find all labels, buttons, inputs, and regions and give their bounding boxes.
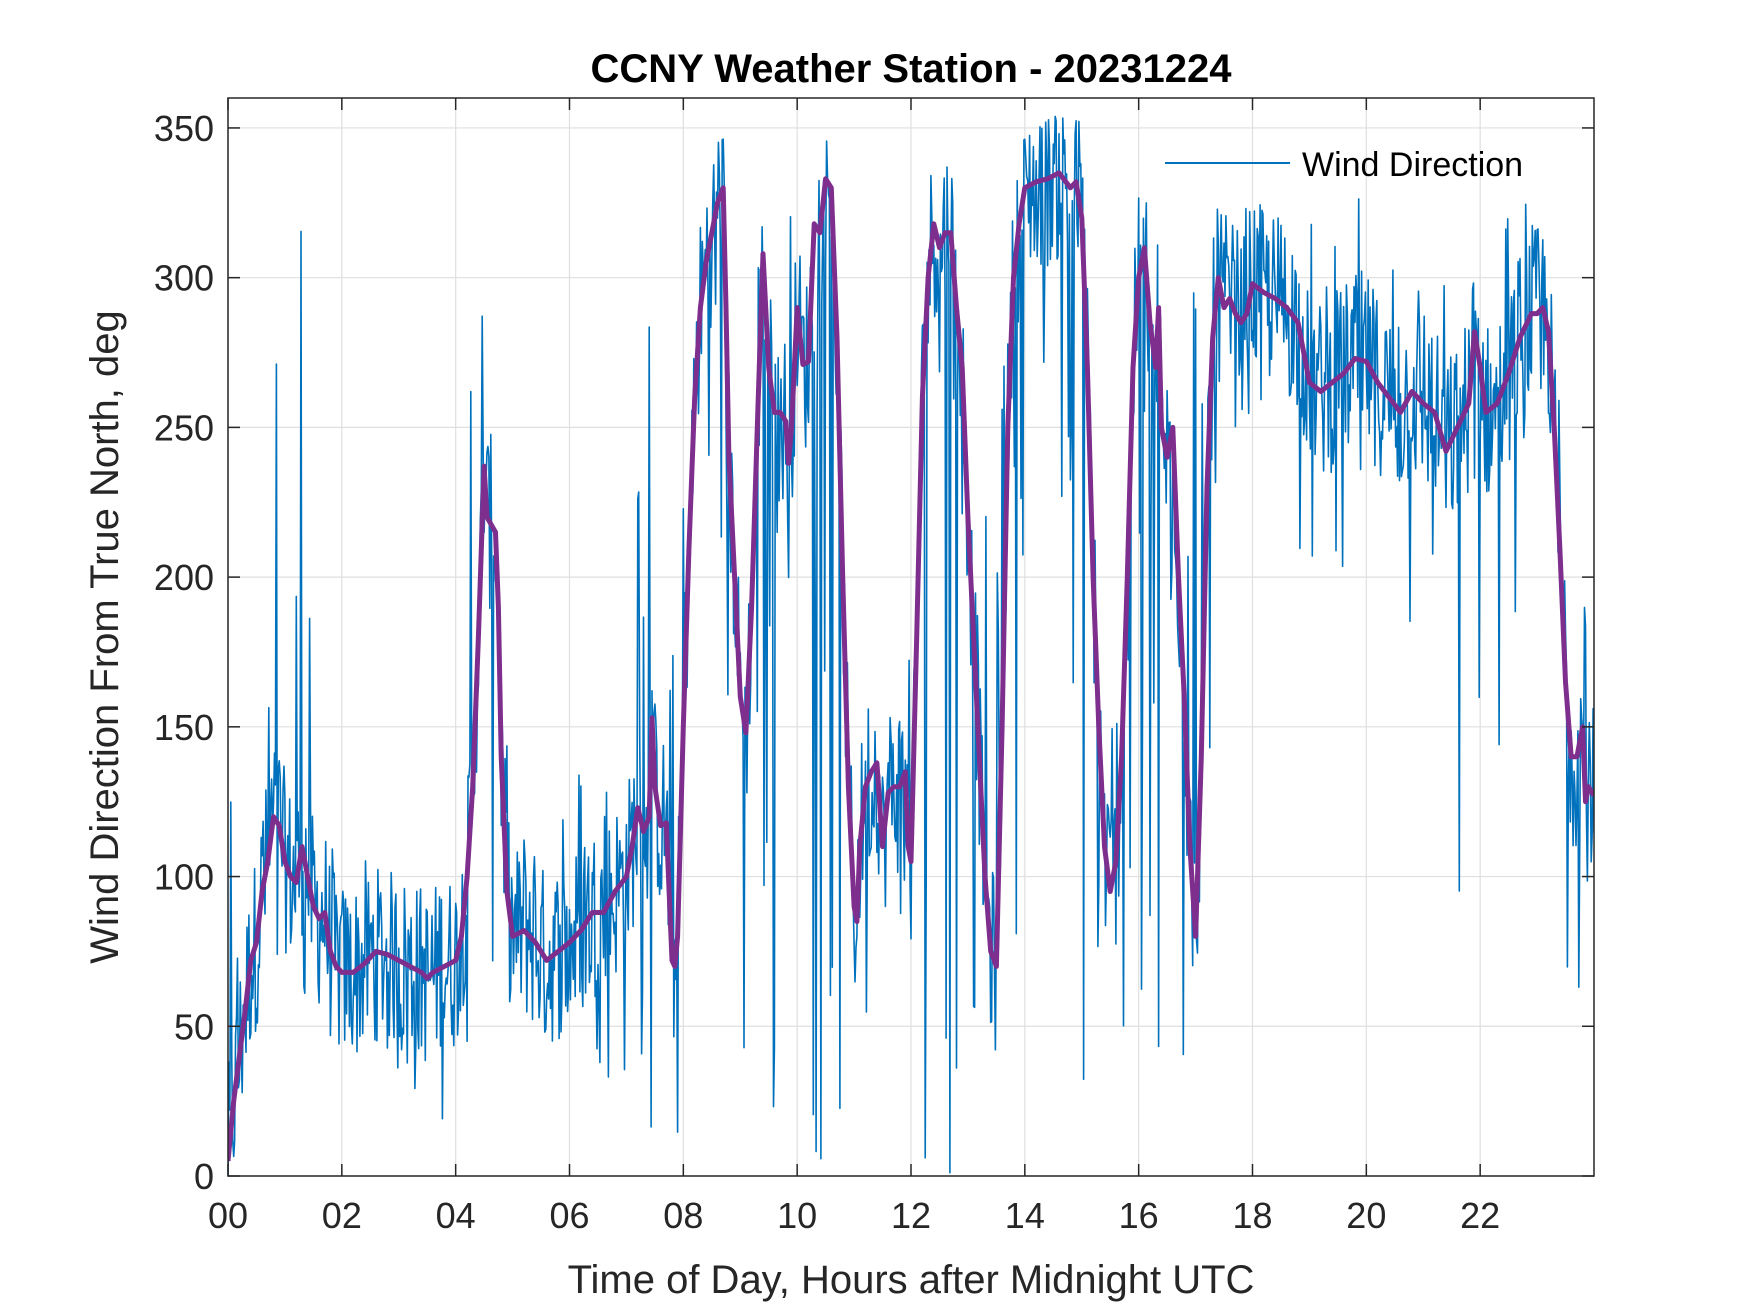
y-tick-label: 0 (194, 1156, 214, 1197)
axis-ticks (227, 98, 1594, 1177)
x-tick-label: 16 (1119, 1195, 1159, 1236)
y-tick-label: 100 (154, 857, 214, 898)
x-tick-label: 20 (1346, 1195, 1386, 1236)
x-tick-label: 22 (1460, 1195, 1500, 1236)
x-tick-label: 12 (891, 1195, 931, 1236)
y-tick-labels: 0 50 100 150 200 250 300 350 (154, 108, 214, 1197)
x-tick-label: 10 (777, 1195, 817, 1236)
x-tick-label: 02 (322, 1195, 362, 1236)
x-tick-label: 00 (208, 1195, 248, 1236)
legend: Wind Direction (1165, 146, 1523, 184)
series-layer (228, 115, 1594, 1176)
chart-title: CCNY Weather Station - 20231224 (591, 47, 1233, 91)
series-smoothed-line (228, 170, 1594, 1162)
y-tick-label: 350 (154, 108, 214, 149)
y-tick-label: 50 (174, 1006, 214, 1047)
y-tick-label: 150 (154, 707, 214, 748)
x-tick-label: 04 (436, 1195, 476, 1236)
series-wind-direction-line (228, 115, 1594, 1176)
x-tick-label: 06 (549, 1195, 589, 1236)
y-tick-label: 200 (154, 557, 214, 598)
x-tick-label: 14 (1005, 1195, 1045, 1236)
x-tick-labels: 00 02 04 06 08 10 12 14 16 18 20 22 (208, 1195, 1500, 1236)
x-axis-label: Time of Day, Hours after Midnight UTC (568, 1258, 1255, 1302)
y-tick-label: 300 (154, 258, 214, 299)
y-axis-label: Wind Direction From True North, deg (83, 310, 127, 964)
legend-label-wind-direction: Wind Direction (1302, 146, 1523, 184)
x-tick-label: 08 (663, 1195, 703, 1236)
x-tick-label: 18 (1232, 1195, 1272, 1236)
y-tick-label: 250 (154, 407, 214, 448)
